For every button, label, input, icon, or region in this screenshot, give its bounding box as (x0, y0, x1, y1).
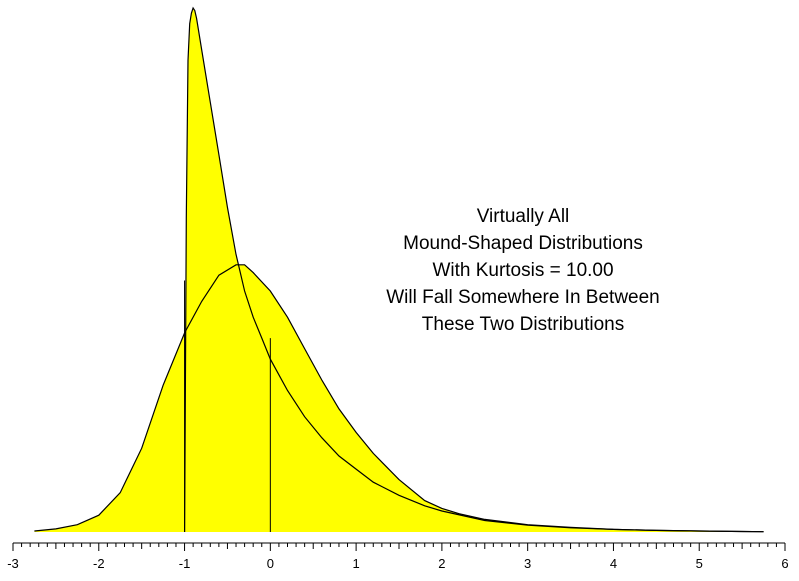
x-axis-ticks: -3 -2 -1 0 1 2 3 4 5 6 (7, 543, 789, 571)
reference-lines (184, 280, 271, 532)
x-tick-label: 5 (696, 556, 703, 571)
density-outlines (34, 6, 764, 533)
x-tick-label: 6 (781, 556, 788, 571)
annotation-line-4: Will Fall Somewhere In Between (386, 287, 660, 308)
x-tick-label: 3 (524, 556, 531, 571)
x-tick-label: 1 (352, 556, 359, 571)
x-tick-label: 2 (438, 556, 445, 571)
density-fill-2 (34, 264, 764, 532)
density-curve-2 (34, 264, 764, 533)
annotation-line-1: Virtually All (477, 206, 570, 227)
x-tick-label: -2 (93, 556, 105, 571)
density-fills (34, 8, 764, 532)
annotation-line-5: These Two Distributions (422, 314, 624, 335)
x-tick-label: 4 (610, 556, 617, 571)
x-tick-label: -3 (7, 556, 19, 571)
x-tick-label: 0 (267, 556, 274, 571)
x-tick-label: -1 (179, 556, 191, 571)
annotation-line-3: With Kurtosis = 10.00 (432, 260, 613, 281)
annotation-line-2: Mound-Shaped Distributions (403, 233, 643, 254)
